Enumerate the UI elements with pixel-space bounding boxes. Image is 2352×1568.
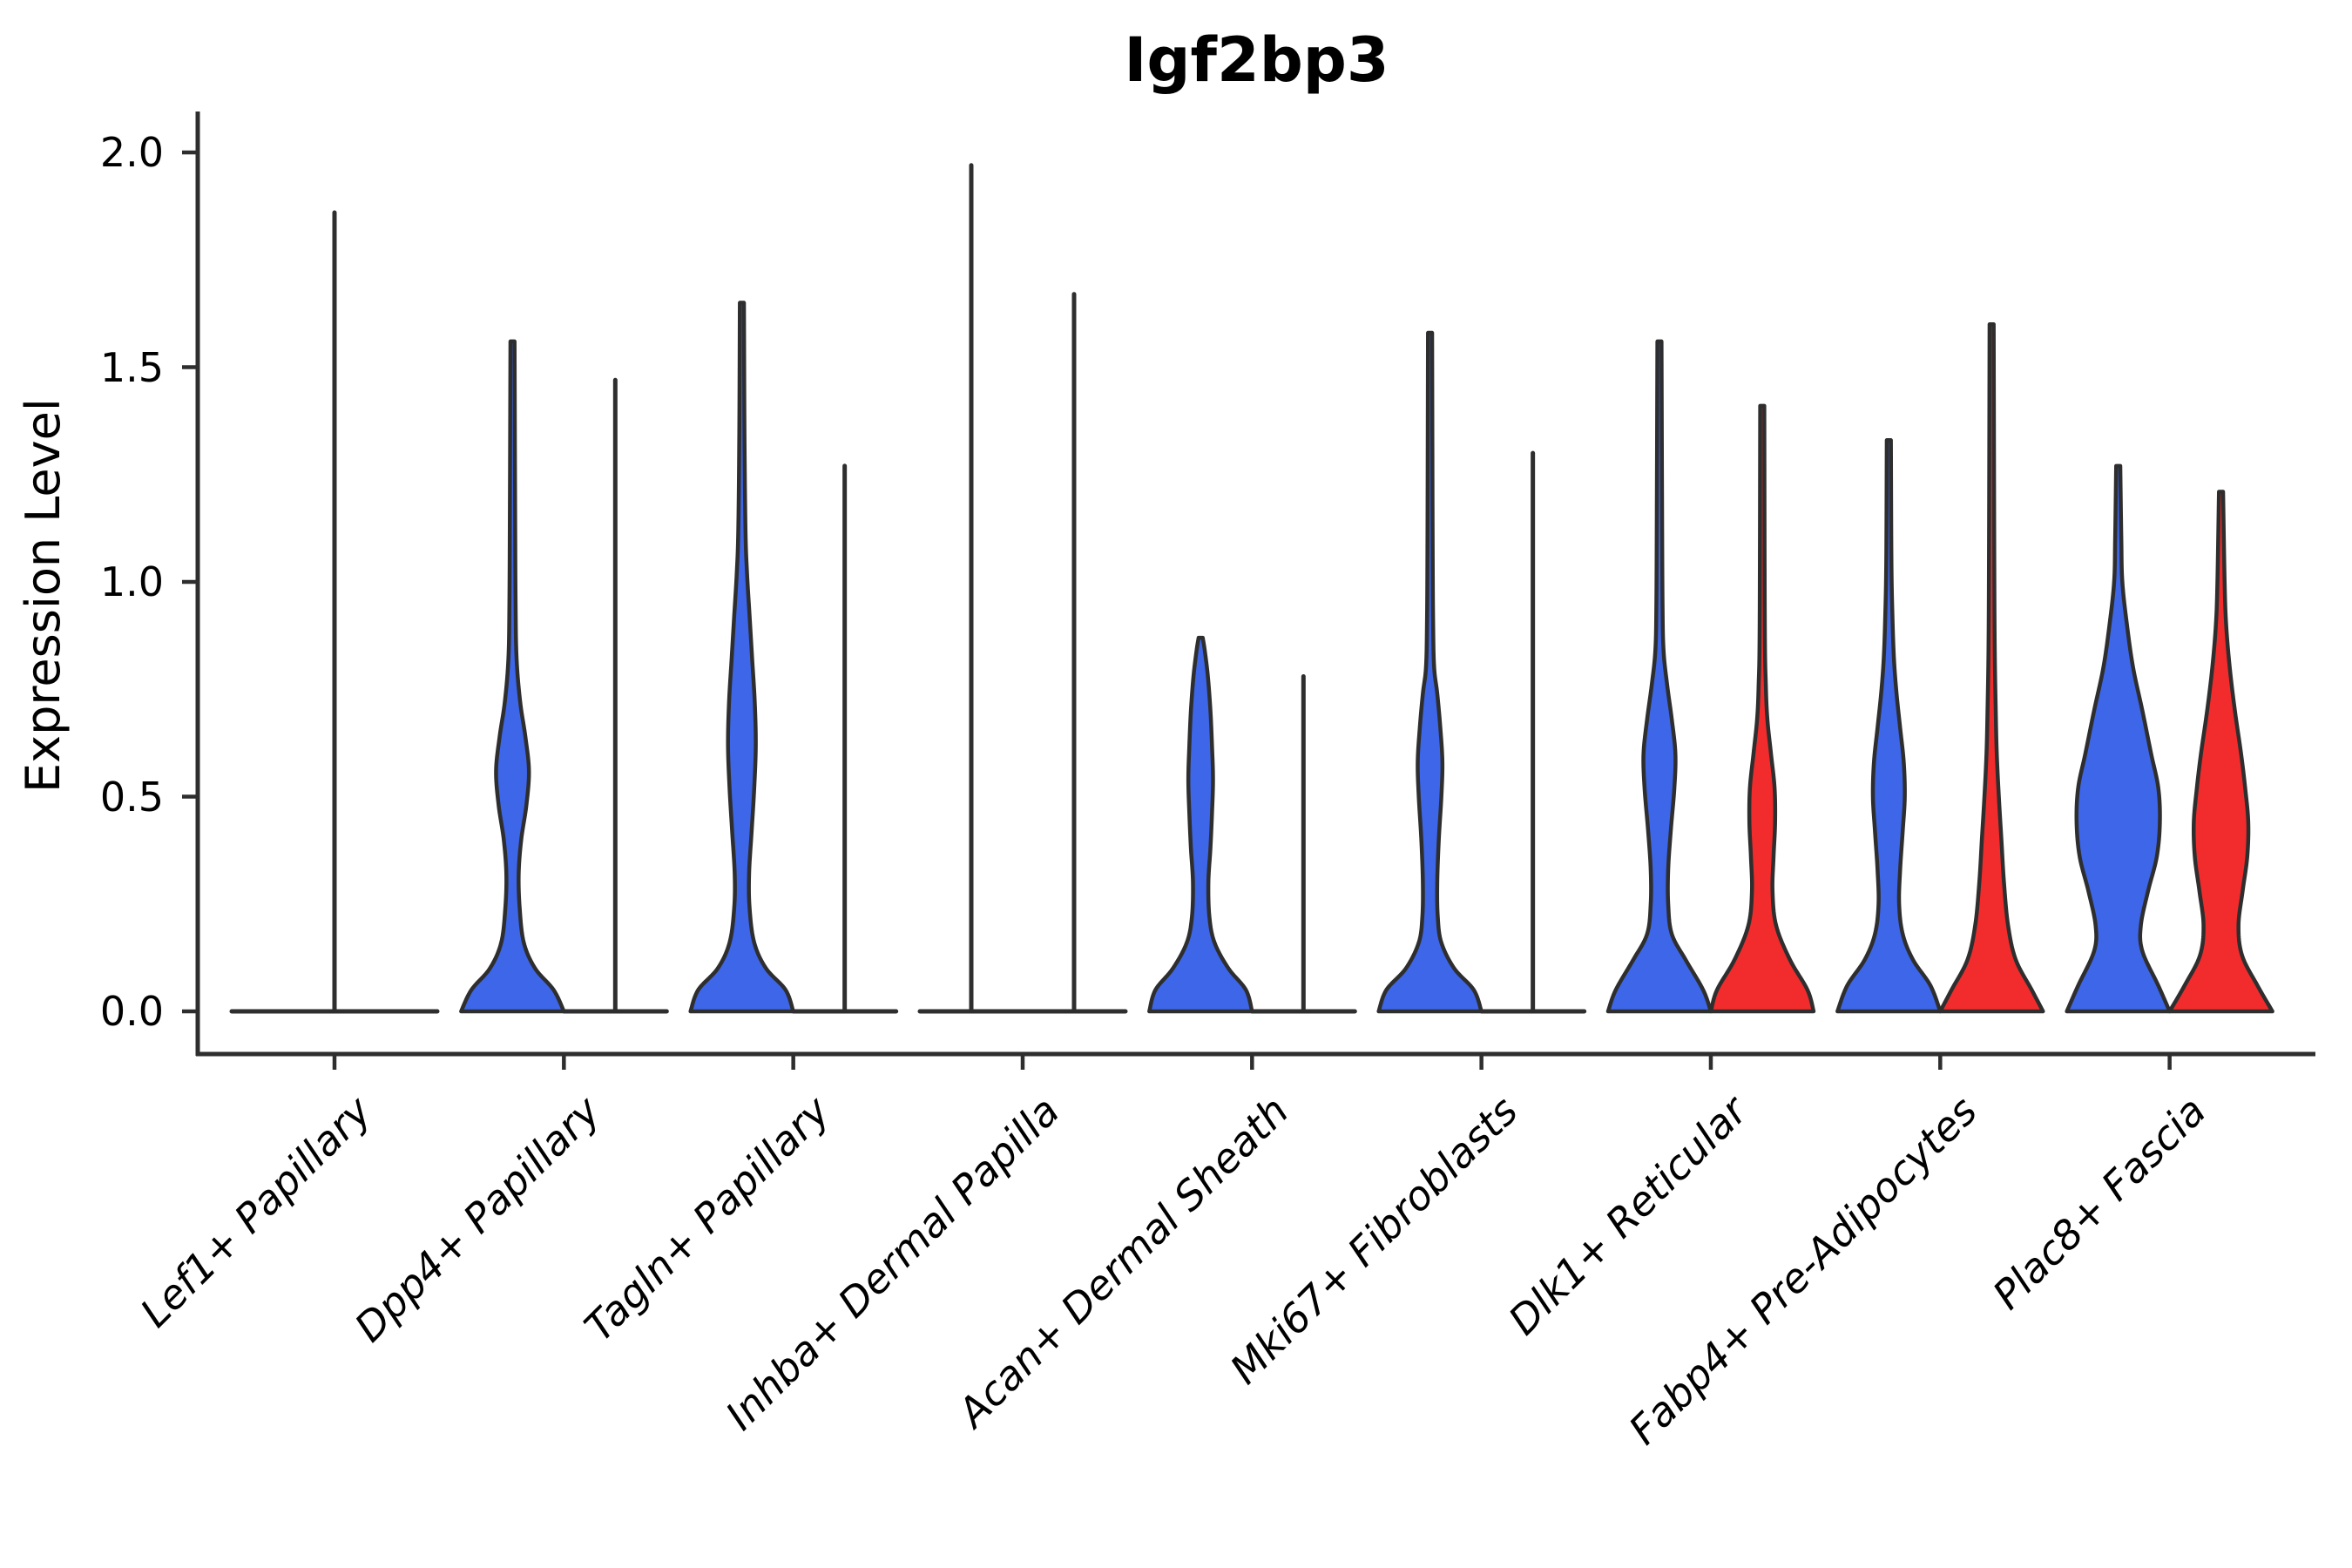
violin-plac8-fascia-right	[2167, 490, 2274, 1014]
y-tick-label-1.0: 1.0	[99, 558, 164, 605]
violin-dlk1-reticular-left	[1605, 339, 1713, 1014]
violin-mki67-fibroblasts-left	[1376, 330, 1484, 1014]
chart-title: Igf2bp3	[1124, 24, 1389, 96]
violin-fabp4-pre-adipocytes-left	[1835, 438, 1943, 1014]
y-tick-label-2.0: 2.0	[99, 129, 164, 176]
violin-plac8-fascia-left	[2065, 463, 2172, 1014]
y-tick-label-1.5: 1.5	[99, 343, 164, 391]
violin-fabp4-pre-adipocytes-right	[1938, 321, 2045, 1014]
y-tick-label-0: 0.0	[99, 988, 164, 1035]
violin-acan-dermal-sheath-left	[1147, 635, 1254, 1014]
violin-dpp4-papillary-left	[459, 339, 566, 1014]
violin-dlk1-reticular-right	[1708, 403, 1816, 1014]
violin-tagln-papillary-left	[688, 301, 795, 1014]
y-tick-label-0.5: 0.5	[99, 773, 164, 821]
